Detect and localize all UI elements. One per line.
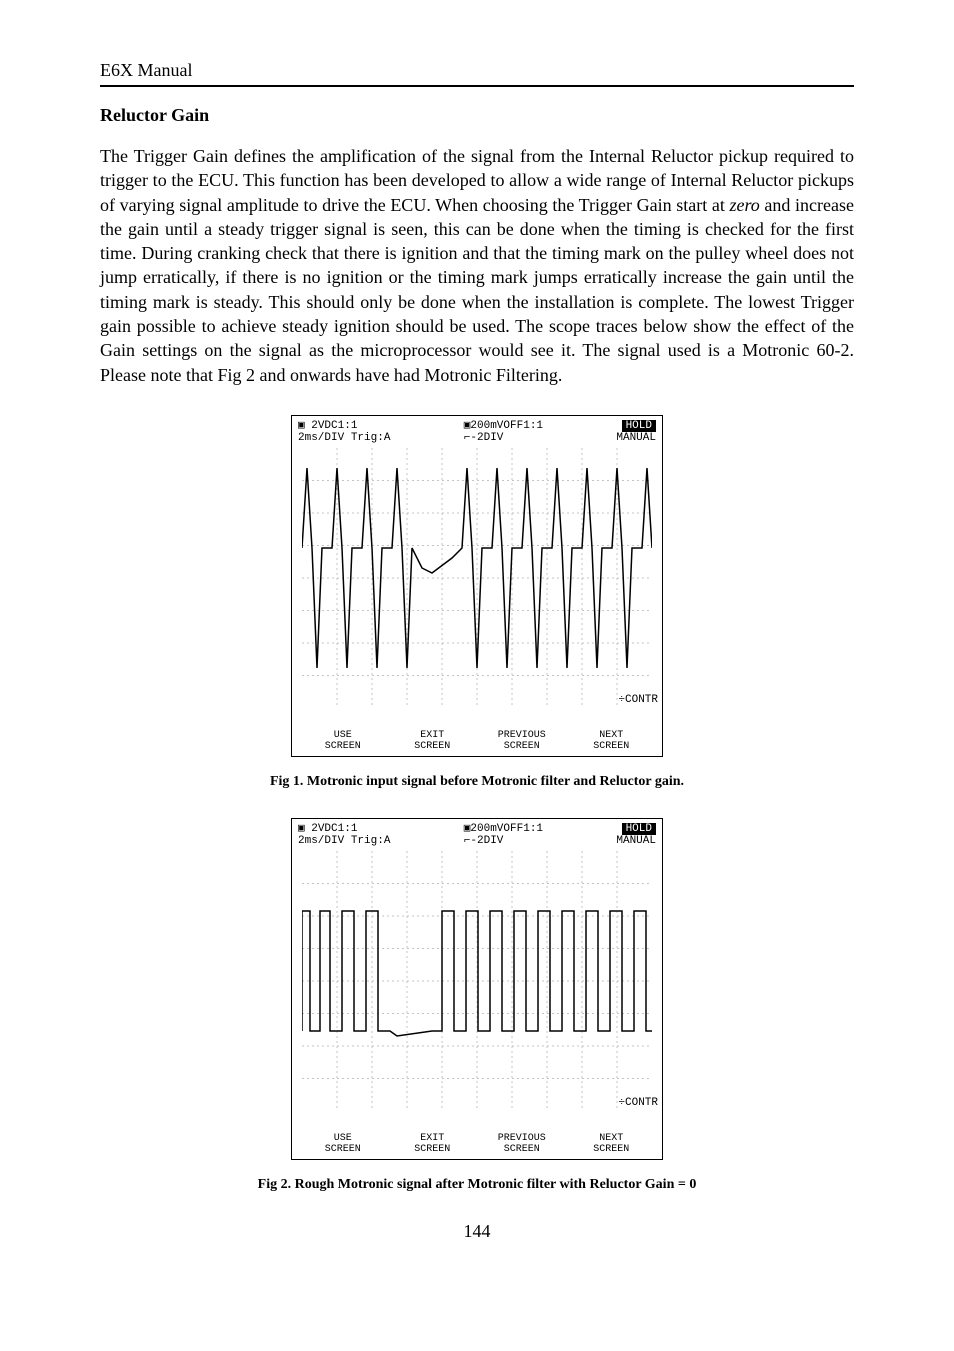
figure-1-chart-area bbox=[302, 448, 652, 716]
scope-header-right-2: HOLD MANUAL bbox=[616, 823, 656, 847]
footer-next-screen: NEXTSCREEN bbox=[567, 1133, 657, 1155]
trig-label: Trig:A bbox=[351, 835, 391, 847]
figure-1-caption: Fig 1. Motronic input signal before Motr… bbox=[100, 774, 854, 790]
grid bbox=[302, 448, 652, 708]
scope-header: ▣ 2VDC1:1 2ms/DIV Trig:A ▣200mVOFF1:1 ⌐-… bbox=[292, 420, 662, 444]
figure-2-scope: ▣ 2VDC1:1 2ms/DIV Trig:A ▣200mVOFF1:1 ⌐-… bbox=[291, 818, 663, 1160]
hold-label: HOLD bbox=[622, 420, 656, 432]
ch-a-indicator: ▣ bbox=[298, 420, 311, 432]
manual-label: MANUAL bbox=[616, 432, 656, 444]
contr-label: ÷CONTR bbox=[618, 694, 658, 706]
ch-a-indicator: ▣ bbox=[298, 823, 311, 835]
ch-b-label: 200mVOFF1:1 bbox=[470, 420, 543, 432]
ch-b-label: 200mVOFF1:1 bbox=[470, 823, 543, 835]
figure-2-caption: Fig 2. Rough Motronic signal after Motro… bbox=[100, 1177, 854, 1193]
footer-previous-screen: PREVIOUSSCREEN bbox=[477, 1133, 567, 1155]
trig-label: Trig:A bbox=[351, 432, 391, 444]
scope-header-left: ▣ 2VDC1:1 2ms/DIV Trig:A bbox=[298, 420, 390, 444]
trig-level-label: -2DIV bbox=[470, 835, 503, 847]
figure-2-chart-area bbox=[302, 851, 652, 1119]
footer-next-screen: NEXTSCREEN bbox=[567, 730, 657, 752]
scope-header-mid: ▣200mVOFF1:1 ⌐-2DIV bbox=[464, 420, 543, 444]
contr-label-2: ÷CONTR bbox=[618, 1097, 658, 1109]
figure-2-svg bbox=[302, 851, 652, 1111]
scope-footer: USESCREEN EXITSCREEN PREVIOUSSCREEN NEXT… bbox=[292, 730, 662, 752]
scope-header-2: ▣ 2VDC1:1 2ms/DIV Trig:A ▣200mVOFF1:1 ⌐-… bbox=[292, 823, 662, 847]
trig-level-label: -2DIV bbox=[470, 432, 503, 444]
footer-use-screen: USESCREEN bbox=[298, 1133, 388, 1155]
footer-previous-screen: PREVIOUSSCREEN bbox=[477, 730, 567, 752]
hold-label: HOLD bbox=[622, 823, 656, 835]
footer-exit-screen: EXITSCREEN bbox=[388, 1133, 478, 1155]
timebase-label: 2ms/DIV bbox=[298, 835, 344, 847]
page-number: 144 bbox=[100, 1221, 854, 1242]
ch-a-label: 2VDC1:1 bbox=[311, 823, 357, 835]
figure-1-container: ▣ 2VDC1:1 2ms/DIV Trig:A ▣200mVOFF1:1 ⌐-… bbox=[100, 415, 854, 790]
scope-footer-2: USESCREEN EXITSCREEN PREVIOUSSCREEN NEXT… bbox=[292, 1133, 662, 1155]
body-part2: and increase the gain until a steady tri… bbox=[100, 195, 854, 385]
header-rule bbox=[100, 85, 854, 87]
manual-label: MANUAL bbox=[616, 835, 656, 847]
figure-1-svg bbox=[302, 448, 652, 708]
footer-exit-screen: EXITSCREEN bbox=[388, 730, 478, 752]
scope-header-right: HOLD MANUAL bbox=[616, 420, 656, 444]
figure-2-container: ▣ 2VDC1:1 2ms/DIV Trig:A ▣200mVOFF1:1 ⌐-… bbox=[100, 818, 854, 1193]
figure-1-scope: ▣ 2VDC1:1 2ms/DIV Trig:A ▣200mVOFF1:1 ⌐-… bbox=[291, 415, 663, 757]
ch-a-label: 2VDC1:1 bbox=[311, 420, 357, 432]
header-title: E6X Manual bbox=[100, 60, 854, 81]
timebase-label: 2ms/DIV bbox=[298, 432, 344, 444]
scope-header-left-2: ▣ 2VDC1:1 2ms/DIV Trig:A bbox=[298, 823, 390, 847]
body-text: The Trigger Gain defines the amplificati… bbox=[100, 144, 854, 387]
body-italic: zero bbox=[729, 195, 759, 215]
footer-use-screen: USESCREEN bbox=[298, 730, 388, 752]
section-title: Reluctor Gain bbox=[100, 105, 854, 126]
scope-header-mid-2: ▣200mVOFF1:1 ⌐-2DIV bbox=[464, 823, 543, 847]
